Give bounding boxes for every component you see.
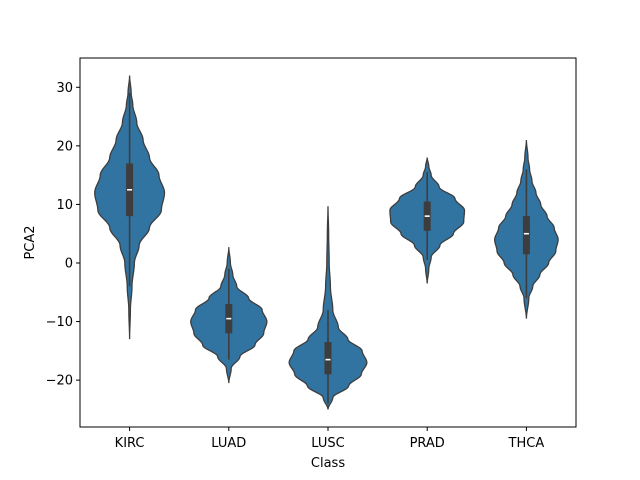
violin-iqr-box-thca bbox=[522, 216, 530, 255]
x-tick-label: LUSC bbox=[311, 436, 344, 451]
y-tick-label: −20 bbox=[46, 374, 73, 389]
x-tick-label: THCA bbox=[508, 436, 545, 451]
x-tick-label: KIRC bbox=[115, 436, 145, 451]
y-tick-label: −10 bbox=[46, 315, 73, 330]
violin-iqr-box-lusc bbox=[324, 342, 332, 375]
x-axis-title: Class bbox=[311, 456, 345, 471]
y-tick-label: 0 bbox=[65, 257, 73, 272]
violins-layer bbox=[94, 75, 559, 410]
y-axis: −20 −10 0 10 20 30 bbox=[46, 81, 80, 389]
y-tick-label: 30 bbox=[56, 81, 73, 96]
x-axis: KIRC LUAD LUSC PRAD THCA bbox=[115, 427, 545, 451]
violin-body-lusc bbox=[288, 206, 368, 410]
y-tick-label: 10 bbox=[56, 198, 73, 213]
x-tick-label: PRAD bbox=[410, 436, 445, 451]
y-axis-title: PCA2 bbox=[23, 225, 38, 259]
x-tick-label: LUAD bbox=[211, 436, 246, 451]
y-tick-label: 20 bbox=[56, 139, 73, 154]
